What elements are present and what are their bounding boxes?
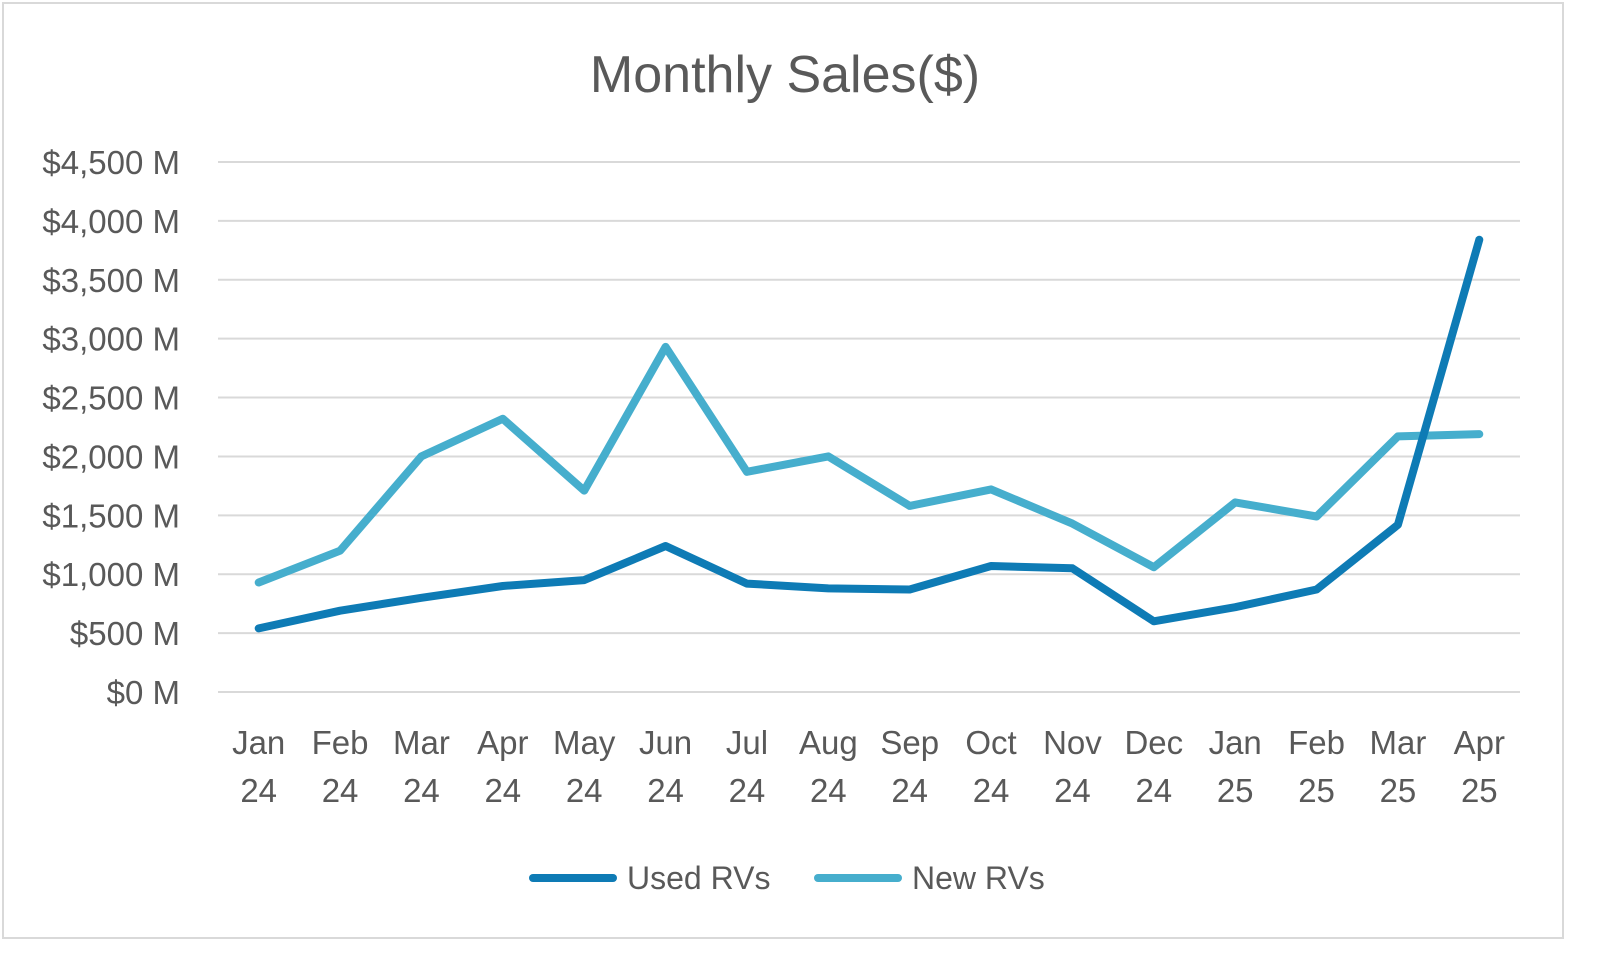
y-tick-label: $1,500 M [42, 497, 180, 534]
y-tick-label: $4,500 M [42, 144, 180, 181]
x-tick-label: Oct 24 [965, 724, 1016, 809]
series-lines [254, 235, 1484, 633]
y-tick-label: $500 M [70, 615, 180, 652]
gridlines [218, 161, 1520, 693]
x-tick-label: Mar 25 [1370, 724, 1427, 809]
y-tick-label: $0 M [107, 674, 180, 711]
x-tick-label: Aug 24 [799, 724, 858, 809]
chart-title: Monthly Sales($) [590, 46, 980, 104]
y-tick-label: $4,000 M [42, 203, 180, 240]
x-tick-label: Jan 24 [232, 724, 285, 809]
x-tick-label: Mar 24 [393, 724, 450, 809]
y-tick-label: $3,000 M [42, 321, 180, 358]
x-tick-label: Jan 25 [1209, 724, 1262, 809]
chart-frame [2, 2, 1564, 939]
series-line-used-rvs [254, 235, 1484, 633]
x-tick-label: Sep 24 [880, 724, 939, 809]
legend-label: New RVs [912, 860, 1045, 896]
series-line-new-rvs [254, 342, 1484, 587]
x-tick-label: Apr 24 [477, 724, 528, 809]
y-tick-label: $2,000 M [42, 438, 180, 475]
x-tick-label: Jun 24 [639, 724, 692, 809]
x-tick-label: Nov 24 [1043, 724, 1102, 809]
y-tick-label: $1,000 M [42, 556, 180, 593]
x-tick-label: Feb 24 [312, 724, 369, 809]
x-tick-label: Apr 25 [1454, 724, 1505, 809]
x-tick-label: Dec 24 [1124, 724, 1183, 809]
x-axis-tick-labels: Jan 24 Feb 24 Mar 24 Apr 24 May 24 Jun 24 Jul 24 Aug 24… [232, 724, 1505, 809]
y-tick-label: $2,500 M [42, 380, 180, 417]
y-axis-tick-labels: $0 M $500 M $1,000 M $1,500 M $2,000 M $2,500… [42, 144, 180, 711]
y-tick-label: $3,500 M [42, 262, 180, 299]
x-tick-label: May 24 [553, 724, 616, 809]
x-tick-label: Jul 24 [726, 724, 768, 809]
legend-label: Used RVs [627, 860, 770, 896]
legend: Used RVs New RVs [529, 860, 1045, 896]
x-tick-label: Feb 25 [1288, 724, 1345, 809]
